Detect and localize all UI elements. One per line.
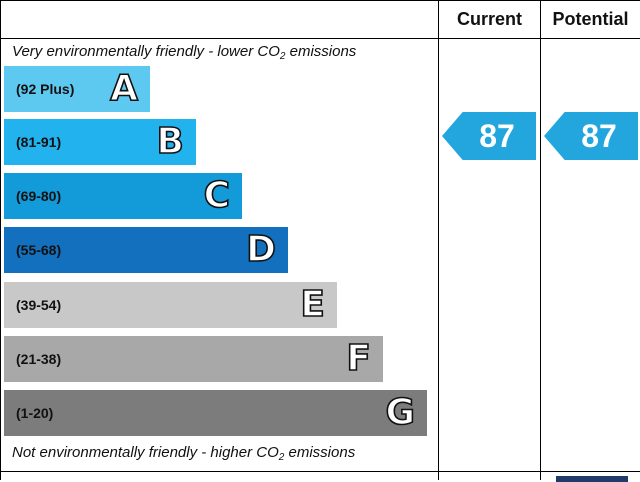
- band-g: (1-20) G: [4, 390, 427, 436]
- band-f-letter: F: [346, 338, 372, 379]
- band-b-letter: B: [156, 121, 185, 162]
- bottom-caption: Not environmentally friendly - higher CO…: [12, 444, 355, 463]
- top-caption-text: Very environmentally friendly - lower CO: [12, 43, 280, 60]
- band-g-range: (1-20): [16, 405, 54, 421]
- top-caption: Very environmentally friendly - lower CO…: [12, 43, 356, 62]
- band-d-letter: D: [245, 229, 276, 270]
- band-e: (39-54) E: [4, 282, 337, 328]
- scale-column-divider: [438, 0, 439, 480]
- current-column-header: Current: [456, 8, 522, 29]
- band-b-range: (81-91): [16, 134, 62, 150]
- current-rating-arrow: 87: [442, 112, 536, 160]
- band-c-range: (69-80): [16, 188, 62, 204]
- band-f-range: (21-38): [16, 351, 62, 367]
- band-e-range: (39-54): [16, 297, 62, 313]
- band-b: (81-91) B: [4, 119, 196, 165]
- band-d-range: (55-68): [16, 242, 62, 258]
- band-f: (21-38) F: [4, 336, 383, 382]
- band-c-letter: C: [203, 175, 231, 216]
- band-e-letter: E: [300, 284, 326, 325]
- current-rating-value: 87: [479, 117, 515, 154]
- bottom-caption-subscript: 2: [278, 452, 285, 463]
- bottom-caption-text: Not environmentally friendly - higher CO: [12, 444, 279, 461]
- band-a-letter: A: [109, 68, 138, 109]
- potential-rating-value: 87: [581, 117, 617, 154]
- potential-column-header: Potential: [552, 8, 629, 29]
- header-divider: [0, 38, 640, 39]
- current-column-divider: [540, 0, 541, 480]
- top-caption-subscript: 2: [279, 51, 286, 62]
- top-border: [0, 0, 640, 1]
- band-c: (69-80) C: [4, 173, 242, 219]
- footer-logo-strip: [556, 476, 628, 482]
- band-d: (55-68) D: [4, 227, 288, 273]
- potential-rating-arrow: 87: [544, 112, 638, 160]
- band-g-letter: G: [385, 392, 416, 433]
- bottom-border: [0, 471, 640, 472]
- band-a-range: (92 Plus): [16, 81, 75, 97]
- left-border: [0, 0, 1, 480]
- bottom-caption-suffix: emissions: [284, 444, 356, 461]
- top-caption-suffix: emissions: [285, 43, 357, 60]
- band-a: (92 Plus) A: [4, 66, 150, 112]
